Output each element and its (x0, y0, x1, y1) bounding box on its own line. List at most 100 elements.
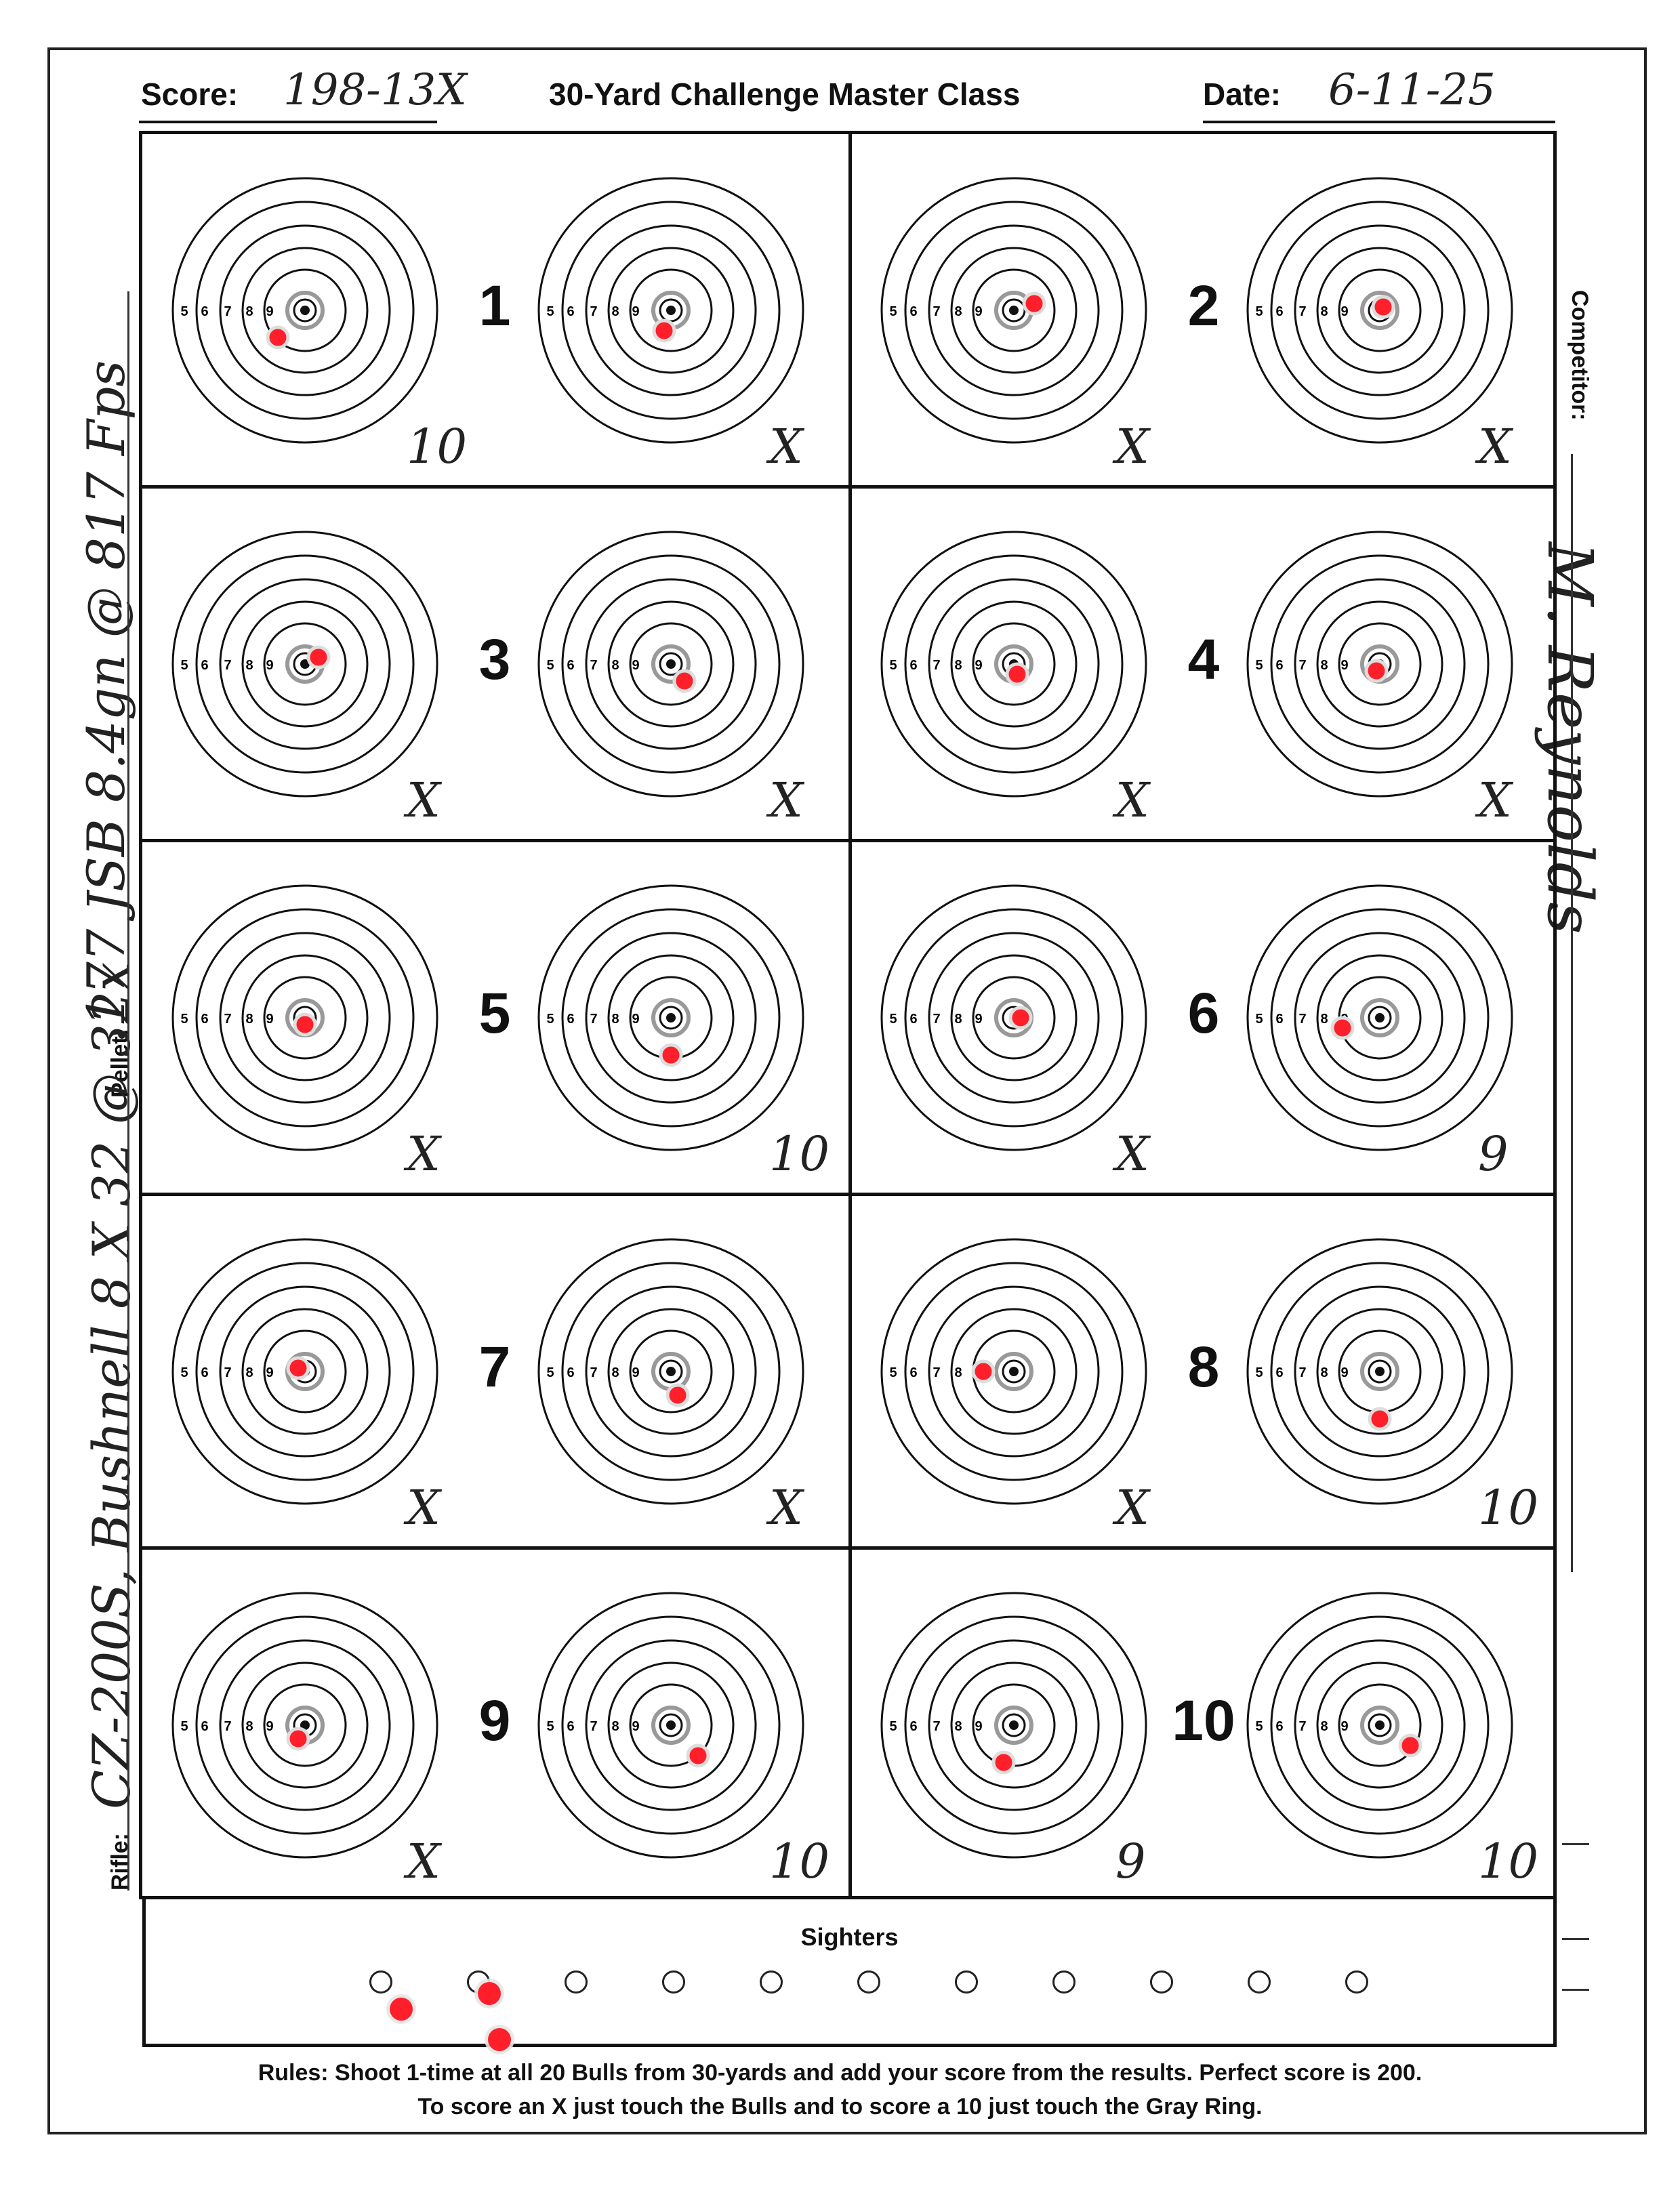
target-ring (904, 554, 1124, 774)
left-bull-score: X (407, 1126, 441, 1182)
target-ring (880, 884, 1147, 1151)
target-ring (904, 201, 1124, 420)
pellet-hole (652, 318, 676, 343)
ring-number-label: 5 (1255, 304, 1263, 319)
pellet-hole (665, 1383, 690, 1407)
ring-number-label: 9 (632, 1365, 639, 1380)
grid-horizontal-divider (142, 1193, 1553, 1196)
target-ring (904, 1262, 1124, 1481)
ring-number-label: 8 (611, 304, 619, 319)
left-bull-score: X (407, 1480, 441, 1535)
competitor-line (1571, 454, 1573, 1572)
target-ring (1270, 201, 1490, 420)
ring-number-label: 5 (180, 658, 188, 673)
station-cell: 56789567896X9 (851, 842, 1560, 1195)
left-bull-score: X (407, 772, 441, 828)
station-cell: 5 6 7 8 9 5 6 7 8 9 5 X 10 (142, 842, 851, 1195)
target-ring (1338, 622, 1422, 706)
right-bull-score: X (769, 772, 803, 828)
target-ring (928, 932, 1100, 1104)
ring-number-label: 8 (611, 1719, 619, 1734)
bull-center (1009, 1367, 1019, 1376)
station-number: 5 (478, 981, 511, 1045)
target-ring (561, 1262, 781, 1481)
bull-center (666, 1367, 676, 1376)
ring-number-label: 6 (1275, 658, 1283, 673)
target-ring (1270, 1262, 1490, 1481)
ring-number-label: 7 (224, 1365, 231, 1380)
left-bull-score: X (1115, 1126, 1149, 1182)
target-ring (1316, 1308, 1443, 1435)
ring-number-label: 9 (266, 1365, 273, 1380)
rules-line-2: To score an X just touch the Bulls and t… (417, 2094, 1263, 2120)
target-ring (972, 976, 1056, 1060)
target-ring (241, 600, 369, 728)
bull-center (300, 1720, 310, 1730)
target-ring (629, 622, 713, 706)
target-ring (263, 1329, 347, 1413)
ring-number-label: 8 (245, 1365, 253, 1380)
grid-vertical-divider (848, 134, 852, 1896)
target-ring (585, 1639, 757, 1811)
ring-number-label: 9 (266, 1719, 273, 1734)
ring-number-label: 5 (889, 304, 897, 319)
ring-number-label: 5 (546, 304, 554, 319)
target-ring (171, 884, 438, 1151)
ring-number-label: 7 (590, 1365, 597, 1380)
target-ring (1316, 954, 1443, 1081)
pellet-hole (286, 1356, 310, 1380)
pellet-hole (306, 645, 331, 669)
ring-number-label: 9 (632, 1012, 639, 1027)
pellet-hole (1398, 1733, 1422, 1758)
ring-number-label: 8 (954, 1365, 962, 1380)
ring-number-label: 8 (954, 1719, 962, 1734)
left-bull-score: X (407, 1834, 441, 1889)
station-number: 6 (1187, 981, 1220, 1045)
target-ring (950, 1661, 1078, 1789)
ring-number-label: 9 (1340, 304, 1348, 319)
date-underline (1203, 121, 1555, 123)
rifle-value: CZ-200S, Bushnell 8 X 32 @ 32x (81, 962, 142, 1809)
target-ring (1270, 908, 1490, 1128)
date-label: Date: (1203, 77, 1282, 112)
target-ring (263, 622, 347, 706)
rifle-label: Rifle: (107, 1833, 133, 1891)
target-ring (195, 201, 415, 420)
target-ring (241, 247, 369, 374)
sighter-bull (1052, 1970, 1075, 1994)
target-ring (195, 908, 415, 1128)
target-grid: 5 6 7 8 9 5 6 7 8 9 1 10 X 5 6 7 8 9 5 6 7 8 9 2 X X 5 6 7 8 9 5 6 7 8 9 3 X X… (139, 131, 1557, 1899)
station-number: 4 (1187, 627, 1220, 691)
ring-number-label: 7 (1298, 304, 1306, 319)
ring-number-label: 7 (933, 658, 940, 673)
ring-number-label: 6 (1275, 1719, 1283, 1734)
date-value: 6-11-25 (1328, 65, 1496, 115)
ring-number-label: 8 (611, 1365, 619, 1380)
target-ring (950, 1308, 1078, 1435)
ring-number-label: 5 (1255, 658, 1263, 673)
target-ring (928, 1639, 1100, 1811)
target-ring (1294, 1285, 1466, 1458)
score-value: 198-13X (283, 65, 467, 115)
target-ring (607, 600, 735, 728)
target-ring (585, 1285, 757, 1458)
left-bull-score: 10 (407, 419, 468, 474)
target-ring (1246, 884, 1513, 1151)
score-underline (139, 121, 437, 123)
ring-number-label: 8 (1320, 304, 1328, 319)
target-ring (219, 224, 391, 396)
target-ring (1294, 578, 1466, 750)
target-ring (561, 201, 781, 420)
pellet-hole (672, 669, 697, 693)
target-ring (537, 1592, 804, 1859)
ring-number-label: 6 (567, 304, 574, 319)
target-ring (607, 247, 735, 374)
station-number: 2 (1187, 274, 1220, 337)
right-bull-score: 9 (1478, 1126, 1509, 1182)
